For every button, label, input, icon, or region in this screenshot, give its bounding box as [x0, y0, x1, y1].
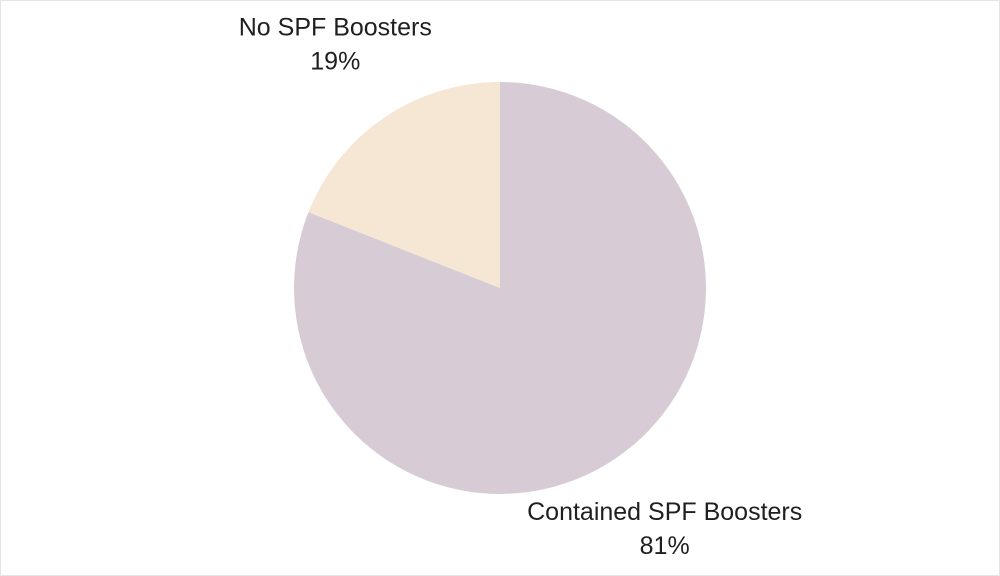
slice-label: Contained SPF Boosters: [527, 498, 802, 526]
slice-value-label: 81%: [640, 532, 690, 560]
slice-label: No SPF Boosters: [239, 13, 432, 41]
slice-value-label: 19%: [310, 47, 360, 75]
pie-slice: [308, 82, 500, 288]
